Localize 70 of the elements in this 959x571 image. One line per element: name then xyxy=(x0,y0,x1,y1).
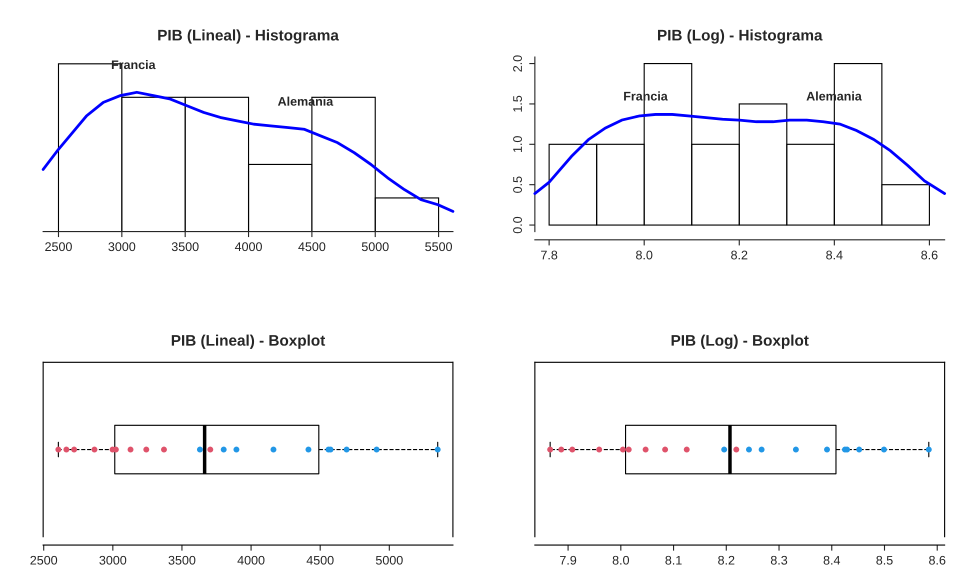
y-tick-label: 2.0 xyxy=(513,55,522,72)
point xyxy=(758,446,765,452)
point xyxy=(721,446,728,452)
point xyxy=(196,446,203,452)
x-tick-label: 5000 xyxy=(376,556,403,565)
x-tick-label: 5000 xyxy=(362,242,389,252)
point xyxy=(306,446,312,452)
x-tick-label: 8.4 xyxy=(826,250,843,260)
x-tick-label: 8.6 xyxy=(929,556,946,565)
x-tick-label: 8.2 xyxy=(718,556,734,565)
x-tick-label: 4000 xyxy=(234,242,262,252)
x-tick-label: 8.2 xyxy=(731,250,748,260)
point xyxy=(143,446,150,452)
point xyxy=(626,446,632,452)
x-tick-label: 2500 xyxy=(45,242,72,252)
x-tick-label: 8.0 xyxy=(636,250,652,260)
chart-title: PIB (Lineal) - Boxplot xyxy=(172,334,326,349)
x-tick-label: 8.3 xyxy=(770,556,788,565)
point xyxy=(569,446,576,452)
x-tick-label: 8.4 xyxy=(824,556,840,565)
x-tick-label: 8.6 xyxy=(921,250,938,260)
point xyxy=(128,446,134,452)
point xyxy=(824,446,830,452)
point xyxy=(71,446,78,452)
x-tick-label: 5500 xyxy=(425,242,452,252)
x-tick-label: 7.9 xyxy=(560,556,576,565)
point xyxy=(642,446,649,452)
point xyxy=(233,446,240,452)
y-tick-label: 1.5 xyxy=(513,96,522,112)
point xyxy=(881,446,887,452)
point xyxy=(547,446,554,452)
point xyxy=(926,446,932,452)
x-tick-label: 3500 xyxy=(168,556,196,565)
point xyxy=(792,446,799,452)
point xyxy=(220,446,227,452)
x-tick-label: 8.1 xyxy=(665,556,682,565)
point xyxy=(620,446,626,452)
x-tick-label: 4500 xyxy=(298,242,326,252)
point xyxy=(596,446,602,452)
x-tick-label: 7.8 xyxy=(541,250,558,260)
y-tick-label: 0.5 xyxy=(513,176,522,193)
chart-title: PIB (Log) - Boxplot xyxy=(672,334,809,349)
point xyxy=(91,446,98,452)
point xyxy=(55,446,62,452)
x-tick-label: 8.5 xyxy=(876,556,893,565)
line-series xyxy=(533,113,946,195)
point xyxy=(558,446,564,452)
point xyxy=(856,446,862,452)
point xyxy=(374,446,380,452)
point xyxy=(434,446,441,452)
x-tick-label: 2500 xyxy=(30,556,58,565)
point xyxy=(207,446,214,452)
x-tick-label: 3000 xyxy=(99,556,126,565)
chart-title: PIB (Log) - Histograma xyxy=(658,29,823,44)
point xyxy=(161,446,167,452)
y-tick-label: 0.0 xyxy=(513,216,522,234)
x-tick-label: 3000 xyxy=(108,242,136,252)
point xyxy=(270,446,276,452)
point xyxy=(746,446,752,452)
x-tick-label: 4500 xyxy=(306,556,334,565)
y-tick-label: 1.0 xyxy=(513,136,522,152)
point xyxy=(733,446,740,452)
point xyxy=(344,446,350,452)
point xyxy=(662,446,668,452)
x-tick-label: 4000 xyxy=(237,556,264,565)
point xyxy=(684,446,690,452)
chart-title: PIB (Lineal) - Histograma xyxy=(158,29,339,44)
x-tick-label: 3500 xyxy=(172,242,199,252)
x-tick-label: 8.0 xyxy=(612,556,630,565)
point xyxy=(63,446,70,452)
